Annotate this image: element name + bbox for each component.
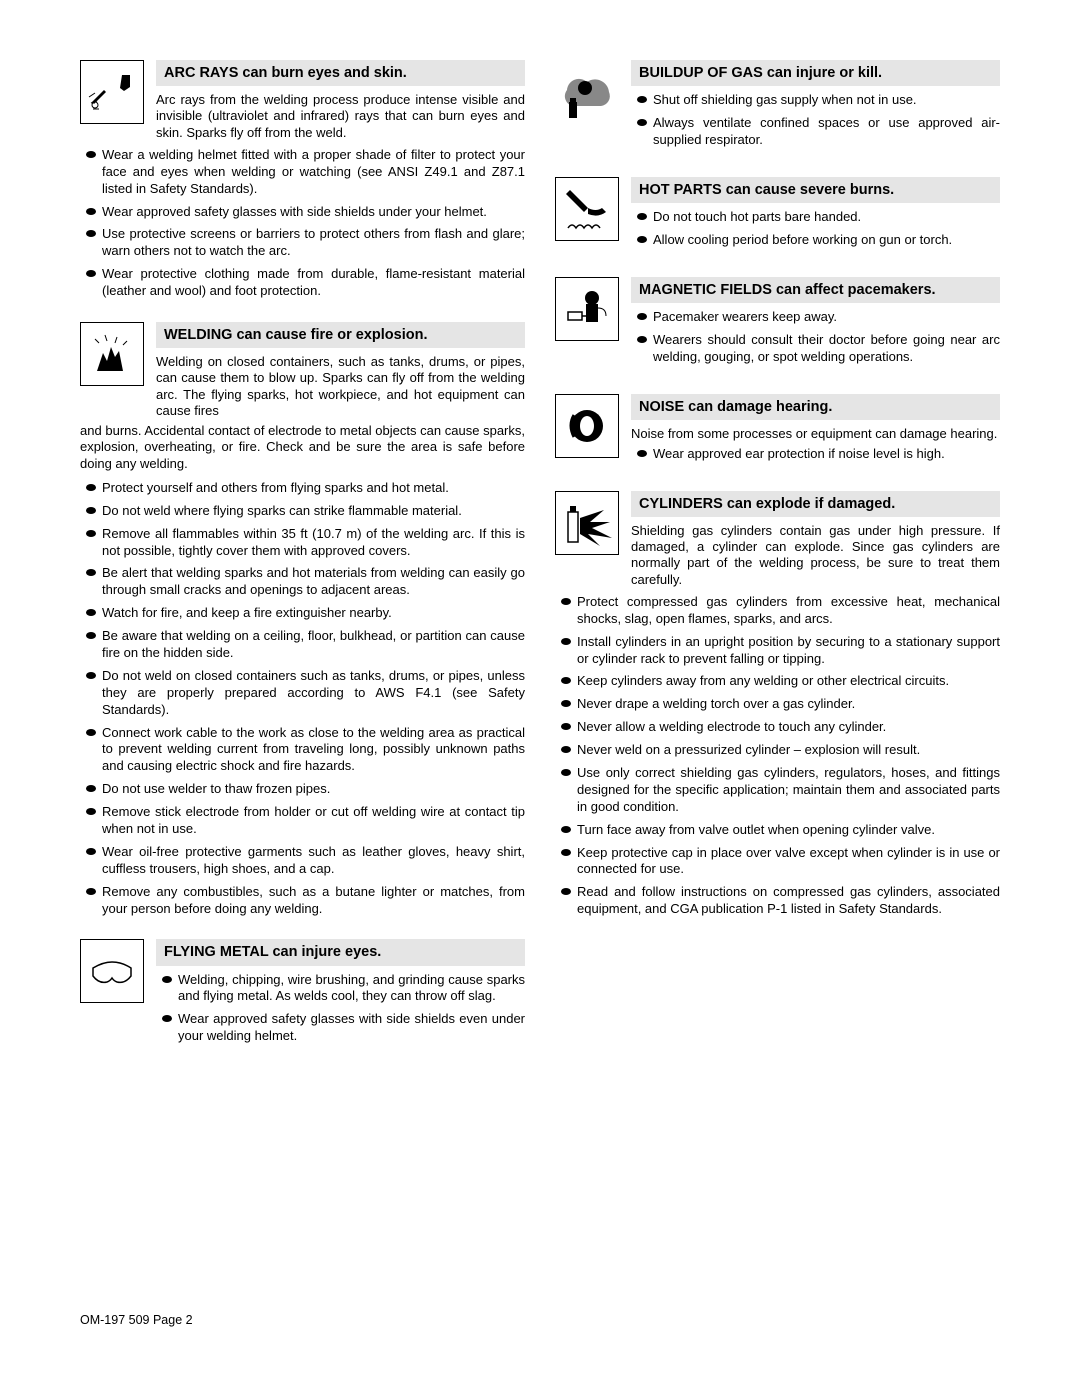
section-intro: Noise from some processes or equipment c… <box>631 426 1000 442</box>
bullet-list: Protect compressed gas cylinders from ex… <box>555 594 1000 918</box>
safety-glasses-icon <box>80 939 144 1003</box>
section-flying-metal: FLYING METAL can injure eyes. Welding, c… <box>80 939 525 1051</box>
bullet-item: Protect yourself and others from flying … <box>80 480 525 497</box>
section-title: ARC RAYS can burn eyes and skin. <box>156 60 525 86</box>
bullet-item: Allow cooling period before working on g… <box>631 232 1000 249</box>
bullet-item: Shut off shielding gas supply when not i… <box>631 92 1000 109</box>
bullet-item: Install cylinders in an upright position… <box>555 634 1000 668</box>
section-title: CYLINDERS can explode if damaged. <box>631 491 1000 517</box>
bullet-item: Always ventilate confined spaces or use … <box>631 115 1000 149</box>
right-column: BUILDUP OF GAS can injure or kill. Shut … <box>555 60 1000 1073</box>
section-title: NOISE can damage hearing. <box>631 394 1000 420</box>
bullet-item: Watch for fire, and keep a fire extingui… <box>80 605 525 622</box>
section-hot-parts: HOT PARTS can cause severe burns. Do not… <box>555 177 1000 255</box>
bullet-item: Do not weld where flying sparks can stri… <box>80 503 525 520</box>
bullet-item: Keep protective cap in place over valve … <box>555 845 1000 879</box>
pacemaker-icon <box>555 277 619 341</box>
bullet-item: Do not touch hot parts bare handed. <box>631 209 1000 226</box>
section-title: MAGNETIC FIELDS can affect pacemakers. <box>631 277 1000 303</box>
bullet-item: Welding, chipping, wire brushing, and gr… <box>156 972 525 1006</box>
arc-rays-icon <box>80 60 144 124</box>
bullet-list: Shut off shielding gas supply when not i… <box>631 92 1000 149</box>
bullet-item: Connect work cable to the work as close … <box>80 725 525 776</box>
section-arc-rays: ARC RAYS can burn eyes and skin. Arc ray… <box>80 60 525 300</box>
left-column: ARC RAYS can burn eyes and skin. Arc ray… <box>80 60 525 1073</box>
cylinder-explode-icon <box>555 491 619 555</box>
bullet-list: Pacemaker wearers keep away. Wearers sho… <box>631 309 1000 366</box>
hot-parts-icon <box>555 177 619 241</box>
bullet-item: Keep cylinders away from any welding or … <box>555 673 1000 690</box>
section-title: HOT PARTS can cause severe burns. <box>631 177 1000 203</box>
bullet-list: Protect yourself and others from flying … <box>80 480 525 918</box>
section-intro-part1: Welding on closed containers, such as ta… <box>156 354 525 419</box>
bullet-item: Protect compressed gas cylinders from ex… <box>555 594 1000 628</box>
bullet-item: Remove stick electrode from holder or cu… <box>80 804 525 838</box>
bullet-item: Use only correct shielding gas cylinders… <box>555 765 1000 816</box>
bullet-item: Wearers should consult their doctor befo… <box>631 332 1000 366</box>
section-title: WELDING can cause fire or explosion. <box>156 322 525 348</box>
bullet-item: Pacemaker wearers keep away. <box>631 309 1000 326</box>
section-intro-part2: and burns. Accidental contact of electro… <box>80 423 525 472</box>
bullet-item: Wear oil-free protective garments such a… <box>80 844 525 878</box>
section-cylinders: CYLINDERS can explode if damaged. Shield… <box>555 491 1000 918</box>
bullet-list: Welding, chipping, wire brushing, and gr… <box>156 972 525 1046</box>
bullet-item: Wear approved safety glasses with side s… <box>156 1011 525 1045</box>
bullet-item: Do not weld on closed containers such as… <box>80 668 525 719</box>
bullet-item: Wear protective clothing made from durab… <box>80 266 525 300</box>
bullet-item: Remove all flammables within 35 ft (10.7… <box>80 526 525 560</box>
bullet-item: Use protective screens or barriers to pr… <box>80 226 525 260</box>
bullet-list: Do not touch hot parts bare handed. Allo… <box>631 209 1000 249</box>
bullet-item: Turn face away from valve outlet when op… <box>555 822 1000 839</box>
ear-protection-icon <box>555 394 619 458</box>
section-magnetic-fields: MAGNETIC FIELDS can affect pacemakers. P… <box>555 277 1000 372</box>
bullet-item: Be alert that welding sparks and hot mat… <box>80 565 525 599</box>
bullet-item: Wear a welding helmet fitted with a prop… <box>80 147 525 198</box>
bullet-item: Do not use welder to thaw frozen pipes. <box>80 781 525 798</box>
bullet-item: Read and follow instructions on compress… <box>555 884 1000 918</box>
bullet-list: Wear approved ear protection if noise le… <box>631 446 1000 463</box>
gas-cloud-icon <box>555 60 619 124</box>
page-footer: OM-197 509 Page 2 <box>80 1313 1000 1329</box>
bullet-item: Be aware that welding on a ceiling, floo… <box>80 628 525 662</box>
section-noise: NOISE can damage hearing. Noise from som… <box>555 394 1000 469</box>
bullet-item: Wear approved ear protection if noise le… <box>631 446 1000 463</box>
section-title: BUILDUP OF GAS can injure or kill. <box>631 60 1000 86</box>
section-intro: Shielding gas cylinders contain gas unde… <box>631 523 1000 588</box>
bullet-item: Never allow a welding electrode to touch… <box>555 719 1000 736</box>
bullet-item: Never weld on a pressurized cylinder – e… <box>555 742 1000 759</box>
section-title: FLYING METAL can injure eyes. <box>156 939 525 965</box>
section-intro: Arc rays from the welding process produc… <box>156 92 525 141</box>
section-welding-fire: WELDING can cause fire or explosion. Wel… <box>80 322 525 917</box>
section-gas-buildup: BUILDUP OF GAS can injure or kill. Shut … <box>555 60 1000 155</box>
bullet-list: Wear a welding helmet fitted with a prop… <box>80 147 525 300</box>
fire-explosion-icon <box>80 322 144 386</box>
bullet-item: Remove any combustibles, such as a butan… <box>80 884 525 918</box>
page-columns: ARC RAYS can burn eyes and skin. Arc ray… <box>80 60 1000 1073</box>
bullet-item: Never drape a welding torch over a gas c… <box>555 696 1000 713</box>
bullet-item: Wear approved safety glasses with side s… <box>80 204 525 221</box>
